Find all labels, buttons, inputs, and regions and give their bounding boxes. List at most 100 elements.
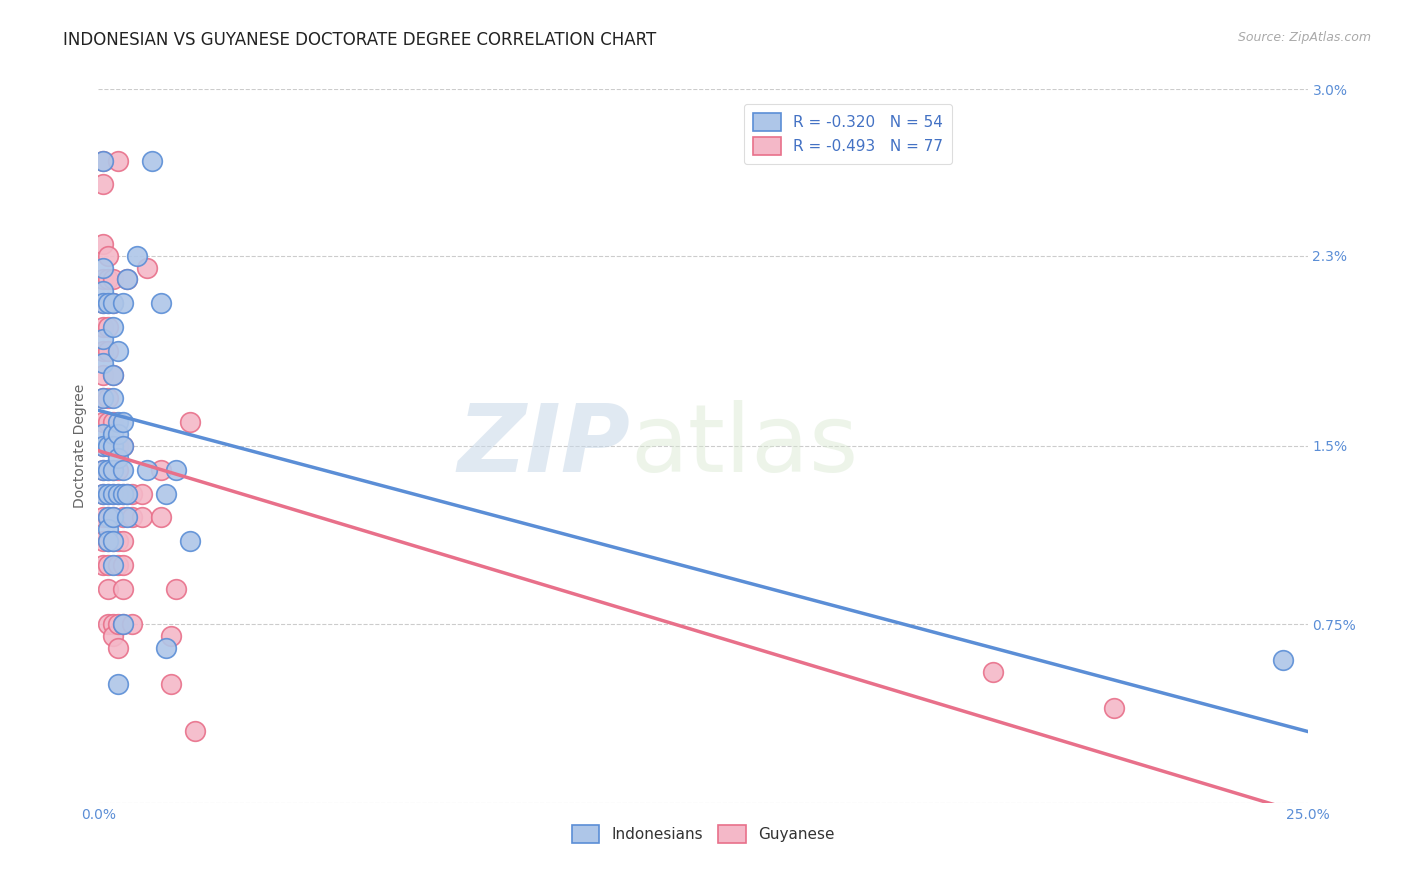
Point — [91, 356, 114, 370]
Point — [97, 534, 120, 549]
Point — [107, 534, 129, 549]
Point — [97, 486, 120, 500]
Point — [91, 486, 114, 500]
Point — [97, 439, 120, 453]
Point — [107, 439, 129, 453]
Point — [165, 463, 187, 477]
Point — [101, 534, 124, 549]
Point — [165, 582, 187, 596]
Point — [1272, 653, 1295, 667]
Point — [97, 510, 120, 524]
Point — [117, 486, 139, 500]
Point — [111, 439, 134, 453]
Point — [150, 463, 173, 477]
Point — [107, 415, 129, 429]
Point — [111, 582, 134, 596]
Point — [97, 392, 120, 406]
Point — [135, 260, 157, 275]
Point — [150, 296, 173, 310]
Point — [131, 486, 153, 500]
Point — [91, 392, 114, 406]
Point — [91, 332, 114, 346]
Point — [101, 463, 124, 477]
Point — [97, 617, 120, 632]
Y-axis label: Doctorate Degree: Doctorate Degree — [73, 384, 87, 508]
Point — [1102, 700, 1125, 714]
Point — [91, 486, 114, 500]
Point — [97, 558, 120, 572]
Point — [160, 677, 183, 691]
Point — [101, 320, 124, 334]
Point — [97, 320, 120, 334]
Point — [101, 368, 124, 382]
Point — [97, 582, 120, 596]
Point — [91, 415, 114, 429]
Point — [91, 285, 114, 299]
Point — [107, 343, 129, 358]
Point — [111, 439, 134, 453]
Point — [97, 272, 120, 286]
Point — [111, 415, 134, 429]
Point — [101, 463, 124, 477]
Point — [101, 558, 124, 572]
Point — [135, 463, 157, 477]
Point — [101, 486, 124, 500]
Point — [91, 534, 114, 549]
Point — [97, 463, 120, 477]
Point — [97, 439, 120, 453]
Point — [107, 427, 129, 442]
Point — [107, 677, 129, 691]
Point — [121, 510, 143, 524]
Text: atlas: atlas — [630, 400, 859, 492]
Point — [107, 463, 129, 477]
Point — [91, 153, 114, 168]
Point — [121, 486, 143, 500]
Point — [107, 486, 129, 500]
Point — [107, 617, 129, 632]
Point — [101, 392, 124, 406]
Point — [101, 629, 124, 643]
Point — [91, 343, 114, 358]
Point — [91, 178, 114, 192]
Point — [91, 296, 114, 310]
Point — [101, 439, 124, 453]
Point — [101, 510, 124, 524]
Point — [101, 272, 124, 286]
Point — [117, 510, 139, 524]
Point — [91, 260, 114, 275]
Point — [107, 641, 129, 656]
Point — [91, 236, 114, 251]
Point — [184, 724, 207, 739]
Point — [111, 558, 134, 572]
Point — [91, 558, 114, 572]
Point — [97, 522, 120, 536]
Point — [155, 486, 177, 500]
Point — [101, 415, 124, 429]
Point — [91, 463, 114, 477]
Point — [91, 439, 114, 453]
Point — [160, 629, 183, 643]
Point — [111, 617, 134, 632]
Point — [91, 510, 114, 524]
Point — [117, 272, 139, 286]
Point — [111, 534, 134, 549]
Point — [179, 415, 201, 429]
Point — [131, 510, 153, 524]
Point — [111, 510, 134, 524]
Point — [97, 296, 120, 310]
Point — [111, 486, 134, 500]
Legend: Indonesians, Guyanese: Indonesians, Guyanese — [565, 819, 841, 848]
Text: INDONESIAN VS GUYANESE DOCTORATE DEGREE CORRELATION CHART: INDONESIAN VS GUYANESE DOCTORATE DEGREE … — [63, 31, 657, 49]
Point — [107, 558, 129, 572]
Point — [179, 534, 201, 549]
Point — [91, 272, 114, 286]
Point — [107, 450, 129, 465]
Point — [101, 368, 124, 382]
Point — [97, 510, 120, 524]
Point — [97, 463, 120, 477]
Point — [117, 486, 139, 500]
Point — [155, 641, 177, 656]
Point — [107, 486, 129, 500]
Point — [91, 463, 114, 477]
Point — [97, 534, 120, 549]
